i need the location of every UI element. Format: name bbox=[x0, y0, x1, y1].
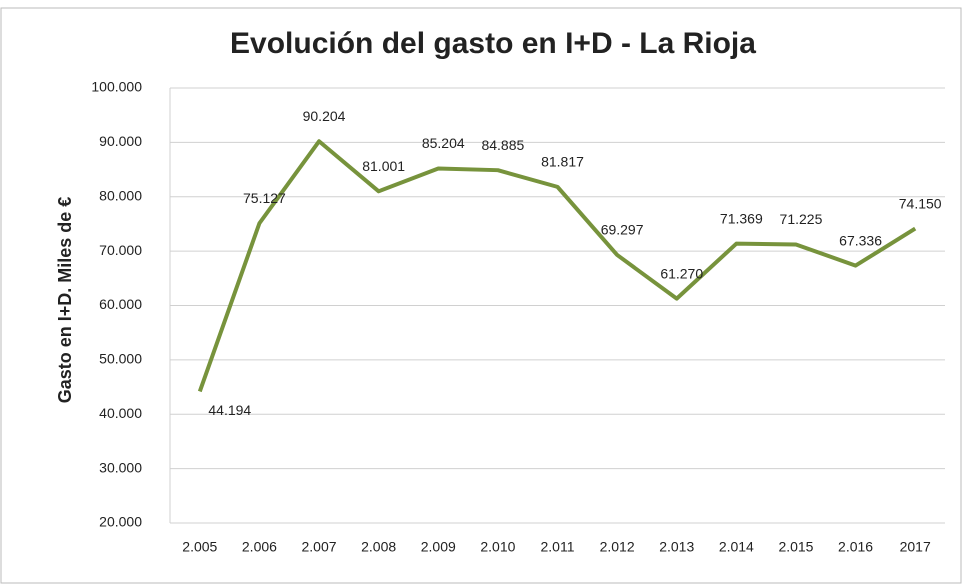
x-tick-label: 2.010 bbox=[480, 539, 515, 555]
y-tick-label: 90.000 bbox=[99, 133, 142, 149]
data-label: 71.369 bbox=[720, 210, 763, 226]
x-tick-label: 2.005 bbox=[182, 539, 217, 555]
data-label: 61.270 bbox=[660, 265, 703, 281]
data-label: 44.194 bbox=[208, 402, 251, 418]
data-label: 81.817 bbox=[541, 154, 584, 170]
x-tick-label: 2017 bbox=[900, 539, 931, 555]
x-tick-label: 2.016 bbox=[838, 539, 873, 555]
data-label: 84.885 bbox=[481, 137, 524, 153]
y-tick-label: 50.000 bbox=[99, 351, 142, 367]
data-label: 74.150 bbox=[899, 195, 942, 211]
y-tick-label: 80.000 bbox=[99, 187, 142, 203]
y-axis-label: Gasto en I+D. Miles de € bbox=[55, 197, 75, 404]
y-tick-label: 100.000 bbox=[91, 79, 142, 95]
x-tick-label: 2.006 bbox=[242, 539, 277, 555]
x-tick-label: 2.007 bbox=[302, 539, 337, 555]
data-label: 81.001 bbox=[362, 158, 405, 174]
x-tick-label: 2.008 bbox=[361, 539, 396, 555]
y-tick-label: 30.000 bbox=[99, 459, 142, 475]
data-label: 67.336 bbox=[839, 232, 882, 248]
x-tick-label: 2.011 bbox=[541, 539, 575, 555]
chart-border bbox=[0, 7, 962, 584]
x-tick-label: 2.009 bbox=[421, 539, 456, 555]
x-tick-label: 2.014 bbox=[719, 539, 754, 555]
y-tick-label: 70.000 bbox=[99, 242, 142, 258]
data-label: 69.297 bbox=[601, 222, 644, 238]
y-tick-label: 40.000 bbox=[99, 405, 142, 421]
data-label: 90.204 bbox=[303, 108, 346, 124]
data-line bbox=[197, 139, 917, 393]
x-tick-label: 2.012 bbox=[600, 539, 635, 555]
data-label: 85.204 bbox=[422, 135, 465, 151]
y-tick-label: 60.000 bbox=[99, 296, 142, 312]
x-tick-label: 2.015 bbox=[778, 539, 813, 555]
x-tick-label: 2.013 bbox=[659, 539, 694, 555]
data-label: 75.127 bbox=[243, 190, 286, 206]
data-label: 71.225 bbox=[780, 211, 823, 227]
chart-title: Evolución del gasto en I+D - La Rioja bbox=[230, 27, 756, 60]
y-tick-label: 20.000 bbox=[99, 514, 142, 530]
